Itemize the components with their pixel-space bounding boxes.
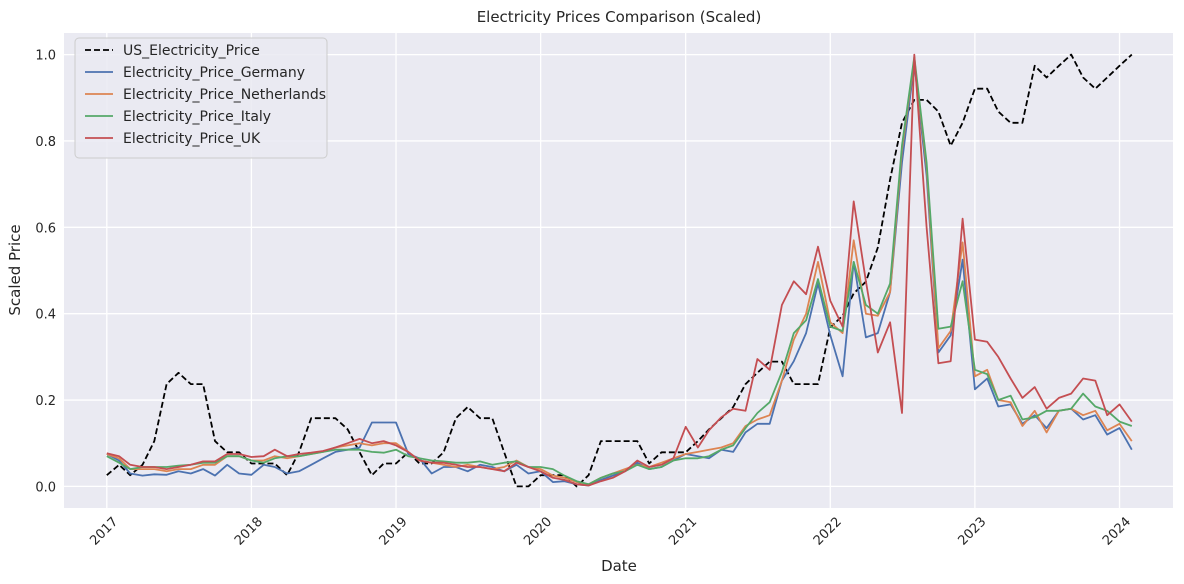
series-layer bbox=[106, 53, 1133, 488]
series-line-electricity-price-italy bbox=[106, 55, 1133, 486]
series-line-electricity-price-netherlands bbox=[106, 58, 1133, 486]
x-axis-label: Date bbox=[601, 557, 637, 575]
legend: US_Electricity_Price Electricity_Price_Ge… bbox=[74, 37, 328, 159]
legend-box bbox=[74, 37, 328, 159]
chart-title: Electricity Prices Comparison (Scaled) bbox=[477, 8, 762, 26]
y-tick-label: 1.0 bbox=[35, 49, 56, 64]
legend-label: Electricity_Price_Italy bbox=[123, 109, 271, 125]
y-tick-label: 0.8 bbox=[35, 135, 56, 150]
legend-label: Electricity_Price_Netherlands bbox=[123, 87, 326, 103]
y-tick-label: 0.0 bbox=[35, 480, 56, 495]
y-tick-label: 0.6 bbox=[35, 221, 56, 236]
series-line-electricity-price-uk bbox=[106, 53, 1133, 487]
series-line-us-electricity-price bbox=[106, 53, 1133, 488]
legend-label: Electricity_Price_Germany bbox=[123, 65, 305, 81]
legend-label: Electricity_Price_UK bbox=[123, 131, 261, 147]
y-tick-label: 0.4 bbox=[35, 308, 56, 323]
y-axis-label: Scaled Price bbox=[6, 224, 24, 315]
legend-label: US_Electricity_Price bbox=[123, 43, 260, 59]
y-tick-label: 0.2 bbox=[35, 394, 56, 409]
series-line-electricity-price-germany bbox=[106, 62, 1133, 487]
y-axis-ticks: 0.0 0.2 0.4 0.6 0.8 1.0 bbox=[35, 49, 56, 496]
